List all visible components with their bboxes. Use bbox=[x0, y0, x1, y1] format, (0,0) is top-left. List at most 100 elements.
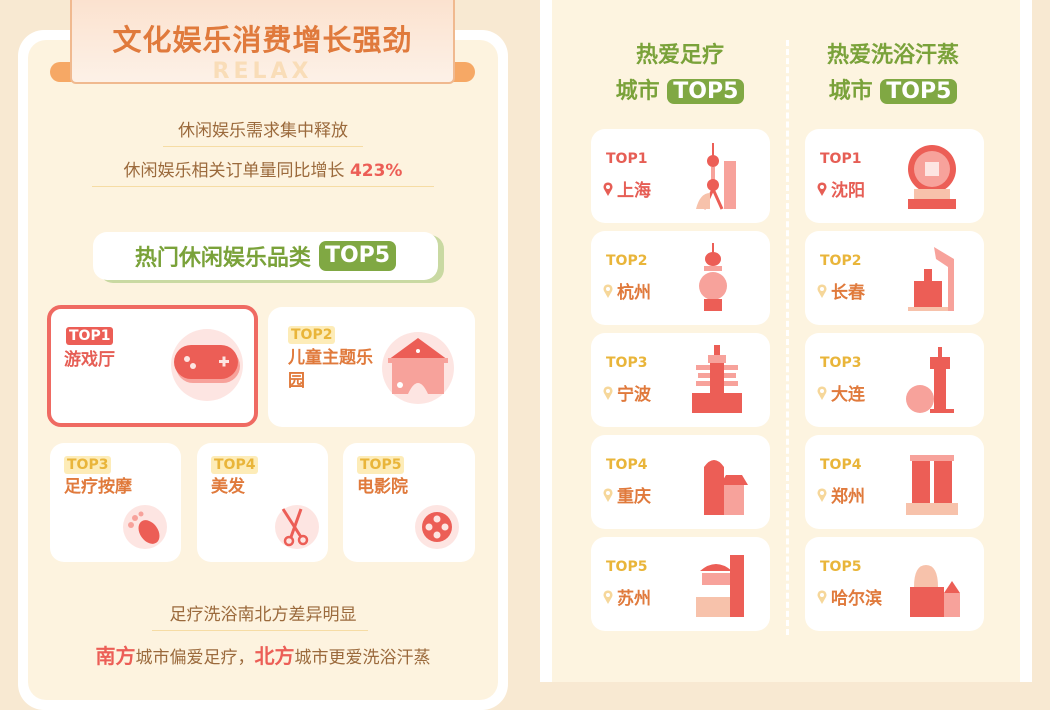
location-pin-icon bbox=[603, 589, 613, 604]
tent-icon bbox=[382, 332, 454, 404]
intro-text: 休闲娱乐相关订单量同比增长 bbox=[123, 161, 350, 181]
rank-label: TOP2 bbox=[820, 253, 862, 269]
scissors-icon bbox=[275, 505, 319, 549]
city-label: 郑州 bbox=[817, 482, 865, 507]
city-name: 沈阳 bbox=[831, 181, 865, 201]
category-name: 电影院 bbox=[357, 477, 408, 497]
location-pin-icon bbox=[603, 385, 613, 400]
column-title: 热爱足疗 bbox=[635, 43, 724, 68]
south-label: 南方 bbox=[95, 644, 136, 668]
film-reel-icon bbox=[415, 505, 459, 549]
foot-massage-city-card[interactable]: TOP1 上海 bbox=[591, 129, 770, 223]
city-label: 重庆 bbox=[603, 482, 651, 507]
rank-label: TOP4 bbox=[820, 457, 862, 473]
location-pin-icon bbox=[817, 283, 827, 298]
category-card-5[interactable]: TOP5 电影院 bbox=[343, 443, 475, 562]
bath-sauna-city-card[interactable]: TOP4 郑州 bbox=[805, 435, 984, 529]
category-card-1[interactable]: TOP1 游戏厅 bbox=[47, 305, 258, 427]
footer-line1: 足疗洗浴南北方差异明显 bbox=[169, 605, 357, 625]
dashed-divider bbox=[786, 40, 789, 635]
title-banner: 文化娱乐消费增长强劲 RELAX bbox=[70, 0, 455, 84]
rank-label: TOP5 bbox=[820, 559, 862, 575]
location-pin-icon bbox=[817, 487, 827, 502]
foot-massage-city-card[interactable]: TOP2 杭州 bbox=[591, 231, 770, 325]
foot-icon bbox=[123, 505, 167, 549]
top5-badge: TOP5 bbox=[318, 241, 397, 271]
pagoda-icon bbox=[699, 243, 727, 311]
footer-text: 城市更爱洗浴汗蒸 bbox=[294, 648, 431, 668]
bath-sauna-city-card[interactable]: TOP1 沈阳 bbox=[805, 129, 984, 223]
rank-label: TOP5 bbox=[606, 559, 648, 575]
bath-sauna-city-card[interactable]: TOP2 长春 bbox=[805, 231, 984, 325]
city-name: 重庆 bbox=[617, 487, 651, 507]
category-name: 美发 bbox=[211, 477, 245, 497]
foot-massage-header: 热爱足疗 城市 TOP5 bbox=[580, 38, 780, 110]
top5-badge: TOP5 bbox=[667, 79, 745, 104]
location-pin-icon bbox=[817, 181, 827, 196]
category-card-3[interactable]: TOP3 足疗按摩 bbox=[50, 443, 181, 562]
city-label: 宁波 bbox=[603, 380, 651, 405]
section-title-text: 热门休闲娱乐品类 bbox=[134, 246, 311, 271]
location-pin-icon bbox=[603, 283, 613, 298]
rank-badge: TOP1 bbox=[66, 327, 114, 345]
tower-gate-icon bbox=[692, 345, 742, 413]
city-label: 苏州 bbox=[603, 584, 651, 609]
north-label: 北方 bbox=[254, 644, 295, 668]
category-name: 足疗按摩 bbox=[64, 477, 132, 497]
city-name: 郑州 bbox=[831, 487, 865, 507]
footer-line2: 南方城市偏爱足疗，北方城市更爱洗浴汗蒸 bbox=[18, 640, 508, 669]
intro-line1: 休闲娱乐需求集中释放 bbox=[178, 121, 348, 141]
location-pin-icon bbox=[603, 181, 613, 196]
divider bbox=[92, 186, 434, 187]
city-label: 杭州 bbox=[603, 278, 651, 303]
city-name: 杭州 bbox=[617, 283, 651, 303]
city-label: 上海 bbox=[603, 176, 651, 201]
location-pin-icon bbox=[817, 385, 827, 400]
coin-monument-icon bbox=[908, 145, 956, 209]
city-label: 大连 bbox=[817, 380, 865, 405]
bath-sauna-city-card[interactable]: TOP5 哈尔滨 bbox=[805, 537, 984, 631]
bath-sauna-city-card[interactable]: TOP3 大连 bbox=[805, 333, 984, 427]
onion-dome-icon bbox=[910, 565, 960, 617]
rank-badge: TOP5 bbox=[357, 456, 405, 474]
city-name: 上海 bbox=[617, 181, 651, 201]
category-card-2[interactable]: TOP2 儿童主题乐园 bbox=[268, 307, 475, 427]
city-label: 哈尔滨 bbox=[817, 584, 882, 609]
watermark: RELAX bbox=[212, 59, 313, 84]
city-name: 长春 bbox=[831, 283, 865, 303]
category-section-title: 热门休闲娱乐品类 TOP5 bbox=[93, 232, 438, 280]
foot-massage-city-card[interactable]: TOP5 苏州 bbox=[591, 537, 770, 631]
rank-label: TOP3 bbox=[606, 355, 648, 371]
city-name: 大连 bbox=[831, 385, 865, 405]
rank-badge: TOP3 bbox=[64, 456, 112, 474]
divider bbox=[152, 630, 368, 631]
location-pin-icon bbox=[817, 589, 827, 604]
growth-value: 423% bbox=[349, 161, 403, 181]
church-dome-icon bbox=[704, 460, 748, 515]
rank-badge: TOP2 bbox=[288, 326, 336, 344]
city-label: 沈阳 bbox=[817, 176, 865, 201]
city-name: 宁波 bbox=[617, 385, 651, 405]
category-name: 游戏厅 bbox=[64, 350, 115, 370]
city-name: 苏州 bbox=[617, 589, 651, 609]
foot-massage-city-card[interactable]: TOP4 重庆 bbox=[591, 435, 770, 529]
pavilion-gate-icon bbox=[696, 555, 744, 617]
oriental-pearl-tower-icon bbox=[696, 143, 736, 210]
gamepad-icon bbox=[171, 329, 243, 401]
clock-tower-arch-icon bbox=[908, 247, 954, 311]
rank-label: TOP1 bbox=[606, 151, 648, 167]
bath-sauna-header: 热爱洗浴汗蒸 城市 TOP5 bbox=[793, 38, 993, 110]
column-title: 城市 bbox=[828, 79, 873, 104]
rank-label: TOP2 bbox=[606, 253, 648, 269]
rank-label: TOP3 bbox=[820, 355, 862, 371]
intro-line2: 休闲娱乐相关订单量同比增长 423% bbox=[18, 156, 508, 181]
category-name: 儿童主题乐园 bbox=[288, 348, 373, 391]
column-title: 热爱洗浴汗蒸 bbox=[826, 43, 959, 68]
apartment-towers-icon bbox=[906, 455, 958, 515]
category-card-4[interactable]: TOP4 美发 bbox=[197, 443, 328, 562]
city-name: 哈尔滨 bbox=[831, 589, 882, 609]
rank-badge: TOP4 bbox=[211, 456, 259, 474]
foot-massage-city-card[interactable]: TOP3 宁波 bbox=[591, 333, 770, 427]
top5-badge: TOP5 bbox=[880, 79, 958, 104]
location-pin-icon bbox=[603, 487, 613, 502]
